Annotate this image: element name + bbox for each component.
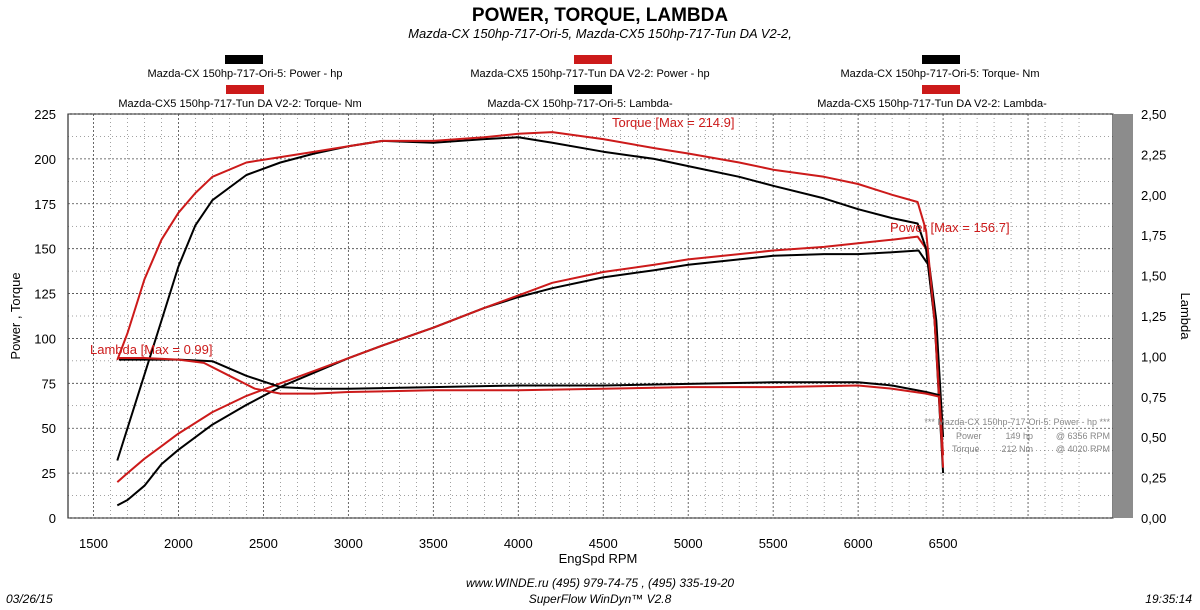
x-tick-3000: 3000	[334, 536, 363, 551]
y2-tick-0,75: 0,75	[1141, 390, 1166, 405]
footer-software: SuperFlow WinDyn™ V2.8	[529, 592, 672, 606]
legend-swatch-tun-lambda	[922, 85, 960, 94]
y2-tick-0,25: 0,25	[1141, 471, 1166, 486]
legend-ori-power: Mazda-CX 150hp-717-Ori-5: Power - hp	[147, 68, 342, 80]
plot-area	[67, 113, 1114, 519]
legend-swatch-tun-power	[574, 55, 612, 64]
legend-tun-lambda: Mazda-CX5 150hp-717-Tun DA V2-2: Lambda-	[817, 98, 1047, 110]
x-tick-6000: 6000	[844, 536, 873, 551]
y-tick-50: 50	[42, 421, 56, 436]
y2-tick-0,50: 0,50	[1141, 430, 1166, 445]
info-power-value: 149 hp	[1005, 431, 1033, 441]
series-ori_power	[116, 249, 945, 507]
y2-tick-1,75: 1,75	[1141, 228, 1166, 243]
info-torque-label: Torque	[952, 444, 980, 454]
series-tun_lambda	[119, 357, 940, 398]
info-power-label: Power	[956, 431, 982, 441]
legend: Mazda-CX 150hp-717-Ori-5: Power - hp Maz…	[118, 55, 1047, 110]
y2-tick-1,25: 1,25	[1141, 309, 1166, 324]
x-tick-2500: 2500	[249, 536, 278, 551]
legend-ori-torque: Mazda-CX 150hp-717-Ori-5: Torque- Nm	[840, 68, 1039, 80]
y2-tick-1,00: 1,00	[1141, 349, 1166, 364]
y-tick-75: 75	[42, 376, 56, 391]
legend-swatch-ori-torque	[922, 55, 960, 64]
legend-ori-lambda: Mazda-CX 150hp-717-Ori-5: Lambda-	[487, 98, 673, 110]
x-tick-labels: 1500 2000 2500 3000 3500 4000 4500 5000 5500 6000…	[79, 536, 958, 551]
y-tick-100: 100	[34, 331, 56, 346]
y2-tick-labels: 0,00 0,25 0,50 0,75 1,00 1,25 1,50 1,75 2,00 2,25…	[1141, 107, 1166, 526]
info-box: *** Mazda-CX 150hp-717-Ori-5: Power - hp…	[924, 417, 1110, 454]
x-axis-label: EngSpd RPM	[559, 551, 638, 566]
legend-swatch-ori-power	[225, 55, 263, 64]
info-power-rpm: @ 6356 RPM	[1056, 431, 1110, 441]
y-tick-225: 225	[34, 107, 56, 122]
series-tun_torque	[116, 131, 945, 468]
y-tick-175: 175	[34, 197, 56, 212]
annotation-power-max: Power [Max = 156.7]	[890, 220, 1010, 235]
info-torque-rpm: @ 4020 RPM	[1056, 444, 1110, 454]
y-tick-125: 125	[34, 287, 56, 302]
x-tick-5500: 5500	[759, 536, 788, 551]
x-tick-4500: 4500	[589, 536, 618, 551]
chart-title: POWER, TORQUE, LAMBDA	[472, 5, 728, 26]
annotation-lambda-max: Lambda [Max = 0.99]	[90, 342, 213, 357]
info-line1: *** Mazda-CX 150hp-717-Ori-5: Power - hp…	[924, 417, 1110, 427]
y2-tick-2,50: 2,50	[1141, 107, 1166, 122]
grid	[68, 113, 1113, 519]
y2-tick-2,00: 2,00	[1141, 188, 1166, 203]
series-ori_lambda	[119, 358, 940, 397]
series-lines	[116, 131, 945, 507]
legend-tun-torque: Mazda-CX5 150hp-717-Tun DA V2-2: Torque-…	[118, 98, 361, 110]
y-tick-200: 200	[34, 152, 56, 167]
legend-tun-power: Mazda-CX5 150hp-717-Tun DA V2-2: Power -…	[470, 68, 709, 80]
footer-date: 03/26/15	[6, 592, 53, 606]
chart-subtitle: Mazda-CX 150hp-717-Ori-5, Mazda-CX5 150h…	[408, 26, 792, 41]
y-tick-0: 0	[49, 511, 56, 526]
info-torque-value: 212 Nm	[1001, 444, 1033, 454]
legend-swatch-ori-lambda	[574, 85, 612, 94]
x-tick-5000: 5000	[674, 536, 703, 551]
x-tick-2000: 2000	[164, 536, 193, 551]
y2-tick-1,50: 1,50	[1141, 269, 1166, 284]
annotation-torque-max: Torque [Max = 214.9]	[612, 115, 735, 130]
y-tick-25: 25	[42, 466, 56, 481]
series-tun_power	[116, 235, 945, 483]
series-ori_torque	[116, 136, 945, 474]
y2-tick-0,00: 0,00	[1141, 511, 1166, 526]
y-tick-labels: 0 25 50 75 100 125 150 175 200 225	[34, 107, 56, 526]
legend-swatch-tun-torque	[226, 85, 264, 94]
footer-time: 19:35:14	[1145, 592, 1192, 606]
x-tick-4000: 4000	[504, 536, 533, 551]
x-tick-3500: 3500	[419, 536, 448, 551]
x-tick-6500: 6500	[929, 536, 958, 551]
y-axis-label: Power , Torque	[8, 272, 23, 359]
y2-axis-label: Lambda	[1178, 293, 1193, 341]
right-axis-strip	[1113, 114, 1133, 518]
y-tick-150: 150	[34, 242, 56, 257]
x-tick-1500: 1500	[79, 536, 108, 551]
footer-contact: www.WINDE.ru (495) 979-74-75 , (495) 335…	[466, 576, 734, 590]
y2-tick-2,25: 2,25	[1141, 147, 1166, 162]
